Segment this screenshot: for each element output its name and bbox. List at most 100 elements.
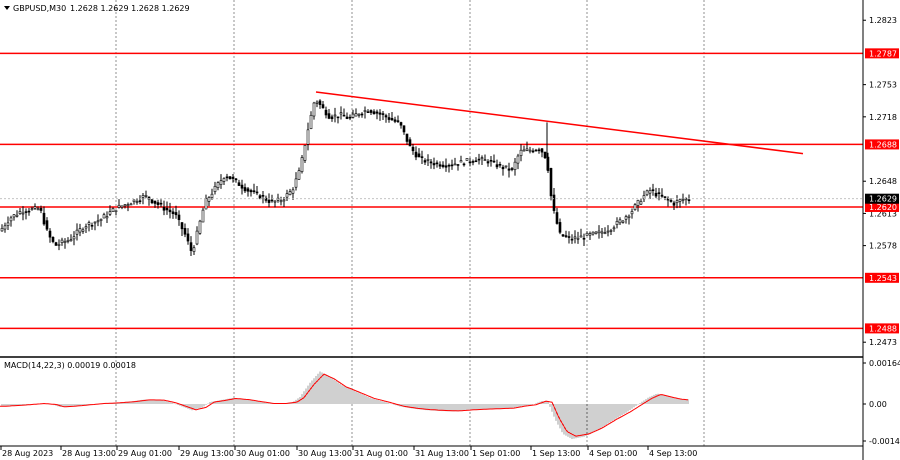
candle-body bbox=[621, 220, 625, 223]
candle-body bbox=[633, 204, 637, 210]
candle-body bbox=[609, 230, 613, 232]
candle-body bbox=[78, 228, 82, 233]
candle-body bbox=[162, 206, 166, 211]
candle-body bbox=[138, 200, 142, 203]
candle-body bbox=[33, 206, 37, 209]
time-tick-label: 1 Sep 13:00 bbox=[532, 449, 580, 458]
candle-body bbox=[501, 166, 505, 170]
candle-body bbox=[198, 220, 202, 234]
candle-body bbox=[351, 113, 355, 118]
candle-body bbox=[90, 224, 94, 227]
macd-tick-label: 0.00 bbox=[869, 400, 887, 409]
candle-body bbox=[6, 222, 10, 226]
candle-body bbox=[237, 182, 241, 186]
candle-body bbox=[498, 164, 502, 166]
candle-body bbox=[420, 156, 424, 158]
macd-label: MACD(14,22,3) 0.00019 0.00018 bbox=[4, 361, 136, 370]
time-tick-label: 29 Aug 13:00 bbox=[180, 449, 234, 458]
candle-body bbox=[321, 104, 325, 109]
candle-body bbox=[246, 188, 250, 192]
candle-body bbox=[681, 199, 685, 201]
candle-body bbox=[348, 116, 352, 119]
candle-body bbox=[594, 231, 598, 234]
time-tick-label: 30 Aug 01:00 bbox=[236, 449, 290, 458]
candle-body bbox=[375, 111, 379, 114]
candle-body bbox=[471, 161, 475, 163]
support-resistance-levels[interactable] bbox=[0, 52, 863, 330]
candle-body bbox=[474, 160, 478, 163]
candle-body bbox=[114, 210, 118, 212]
candle-body bbox=[135, 201, 139, 203]
candle-body bbox=[660, 194, 664, 197]
candle-body bbox=[318, 100, 322, 105]
candle-body bbox=[588, 233, 592, 236]
candle-body bbox=[15, 214, 19, 217]
dropdown-triangle-icon[interactable] bbox=[4, 6, 10, 10]
candle-body bbox=[384, 115, 388, 118]
level-price-label: 1.2543 bbox=[869, 274, 897, 283]
price-tick-label: 1.2613 bbox=[869, 209, 897, 218]
price-tick-label: 1.2753 bbox=[869, 81, 897, 90]
candle-body bbox=[75, 229, 79, 235]
time-tick-label: 4 Sep 01:00 bbox=[589, 449, 637, 458]
level-price-tag bbox=[865, 201, 899, 212]
candle-body bbox=[603, 232, 607, 234]
candle-body bbox=[669, 200, 673, 202]
level-price-label: 1.2787 bbox=[869, 49, 897, 58]
candle-body bbox=[429, 161, 433, 164]
candle-body bbox=[282, 199, 286, 202]
candle-body bbox=[606, 230, 610, 233]
candle-body bbox=[453, 163, 457, 166]
ohlc-readout: 1.2628 1.2629 1.2628 1.2629 bbox=[70, 4, 190, 13]
candle-body bbox=[96, 220, 100, 223]
candle-body bbox=[69, 239, 73, 242]
time-tick-label: 28 Aug 13:00 bbox=[62, 449, 116, 458]
candle-body bbox=[339, 112, 343, 115]
candle-body bbox=[672, 202, 676, 206]
candle-body bbox=[444, 165, 448, 168]
candle-body bbox=[225, 176, 229, 179]
candle-body bbox=[105, 216, 109, 219]
chart-frame bbox=[0, 0, 864, 460]
macd-signal-line bbox=[0, 373, 689, 437]
time-tick-label: 29 Aug 01:00 bbox=[118, 449, 172, 458]
candle-body bbox=[153, 200, 157, 204]
candle-body bbox=[261, 195, 265, 197]
candle-body bbox=[465, 158, 469, 161]
candle-body bbox=[549, 168, 553, 197]
candle-body bbox=[21, 212, 25, 215]
candle-body bbox=[480, 157, 484, 159]
candle-body bbox=[234, 178, 238, 181]
candle-body bbox=[81, 229, 85, 232]
time-tick-label: 31 Aug 13:00 bbox=[415, 449, 469, 458]
candle-body bbox=[516, 155, 520, 164]
candle-body bbox=[273, 200, 277, 203]
price-axis: 1.2823 1.2753 1.2718 1.2648 1.2613 1.2578 1.24… bbox=[863, 16, 900, 446]
symbol-label: GBPUSD,M30 bbox=[13, 4, 66, 13]
candle-body bbox=[558, 222, 562, 233]
candle-body bbox=[129, 203, 133, 206]
candle-body bbox=[45, 220, 49, 230]
time-axis: 28 Aug 2023 28 Aug 13:00 29 Aug 01:00 29 Au… bbox=[0, 446, 697, 458]
candle-body bbox=[402, 125, 406, 133]
candle-body bbox=[486, 161, 490, 164]
candle-body bbox=[624, 216, 628, 220]
candle-body bbox=[507, 168, 511, 171]
candle-body bbox=[423, 160, 427, 163]
candle-body bbox=[9, 217, 13, 222]
candle-body bbox=[462, 163, 466, 166]
current-price-label: 1.2629 bbox=[869, 195, 897, 204]
candle-body bbox=[528, 149, 532, 152]
candle-body bbox=[165, 207, 169, 211]
trend-line-layer[interactable] bbox=[0, 91, 863, 200]
candle-body bbox=[612, 227, 616, 230]
candle-body bbox=[504, 165, 508, 168]
candle-body bbox=[405, 133, 409, 142]
candle-body bbox=[552, 194, 556, 211]
candle-body bbox=[285, 193, 289, 198]
level-price-label: 1.2688 bbox=[869, 140, 897, 149]
candle-body bbox=[12, 214, 16, 218]
candle-body bbox=[243, 187, 247, 192]
candle-body bbox=[111, 208, 115, 212]
